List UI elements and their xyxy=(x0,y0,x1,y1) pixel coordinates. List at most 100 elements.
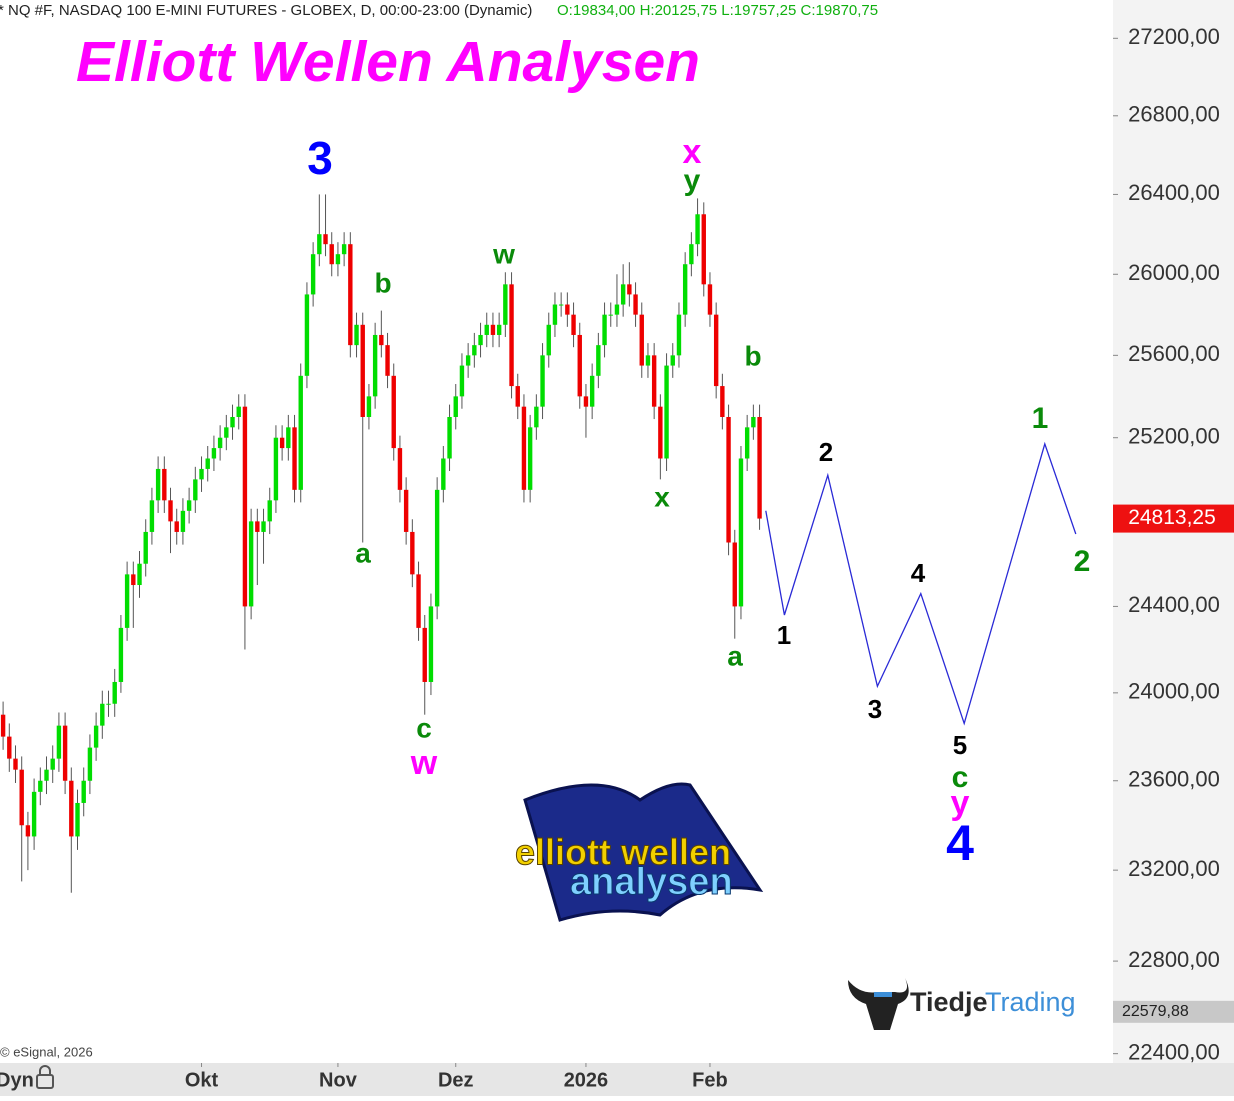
candle-body xyxy=(124,574,130,628)
time-axis xyxy=(0,1063,1234,1096)
candle-body xyxy=(162,468,167,501)
candle-body xyxy=(149,500,155,532)
elliott-logo: elliott wellen analysen xyxy=(515,782,764,922)
candle-body xyxy=(645,355,651,366)
y-tick-label: 24000,00 xyxy=(1128,679,1220,704)
candle-body xyxy=(571,314,576,335)
candle-body xyxy=(391,375,396,449)
brand-name-1: Tiedje xyxy=(910,987,988,1017)
wave-label: a xyxy=(355,537,371,568)
candle-body xyxy=(614,304,620,315)
wave-label: w xyxy=(492,238,515,269)
last-price-box xyxy=(1113,504,1234,533)
candle-body xyxy=(695,214,700,245)
candle-body xyxy=(627,284,632,295)
candle-body xyxy=(56,725,62,759)
y-tick-label: 26400,00 xyxy=(1128,180,1220,205)
candle-body xyxy=(13,758,18,770)
x-tick-label: Feb xyxy=(692,1069,728,1091)
candle-body xyxy=(441,458,446,490)
candle-body xyxy=(589,375,595,407)
candle-body xyxy=(211,448,217,459)
candle-body xyxy=(298,375,303,490)
candle-body xyxy=(565,304,570,315)
candle-body xyxy=(738,458,744,607)
candle-body xyxy=(596,345,601,376)
candle-body xyxy=(168,500,173,522)
candle-body xyxy=(261,521,266,532)
y-tick-label: 23200,00 xyxy=(1128,856,1220,881)
candle-body xyxy=(69,780,74,837)
candle-body xyxy=(44,769,49,781)
candle-body xyxy=(620,284,626,305)
candle-body xyxy=(720,386,725,417)
y-tick-label: 25600,00 xyxy=(1128,341,1220,366)
candle-body xyxy=(527,427,533,490)
candle-body xyxy=(633,294,638,315)
candle-body xyxy=(682,264,688,315)
candle-body xyxy=(403,489,409,532)
candle-body xyxy=(7,736,12,759)
candle-body xyxy=(19,769,24,826)
candle-body xyxy=(583,396,589,407)
candle-body xyxy=(459,365,465,397)
candle-body xyxy=(707,284,713,315)
wave-label: 2 xyxy=(1074,545,1091,578)
candle-body xyxy=(639,314,644,366)
candle-body xyxy=(676,314,682,356)
candle-body xyxy=(193,479,198,501)
candle-body xyxy=(81,780,86,803)
candle-body xyxy=(118,627,124,682)
candle-body xyxy=(180,510,186,532)
wave-label: 4 xyxy=(946,815,974,871)
x-tick-label: 2026 xyxy=(564,1069,609,1091)
wave-label: 1 xyxy=(1032,402,1049,435)
candle-body xyxy=(447,416,452,459)
candle-body xyxy=(360,324,365,417)
candle-body xyxy=(540,355,545,407)
candle-body xyxy=(577,334,582,397)
y-tick-label: 22800,00 xyxy=(1128,947,1220,972)
candle-body xyxy=(155,468,161,501)
candle-body xyxy=(50,758,55,770)
candle-body xyxy=(310,254,316,295)
copyright: © eSignal, 2026 xyxy=(0,1044,93,1059)
wave-label: y xyxy=(684,164,701,197)
candle-body xyxy=(664,365,669,459)
candle-body xyxy=(397,448,403,490)
candle-body xyxy=(230,416,235,428)
wave-label: 4 xyxy=(911,558,926,588)
candle-body xyxy=(354,324,359,346)
tiedje-logo: Tiedje Trading xyxy=(848,978,1076,1030)
candles xyxy=(0,194,762,893)
candle-body xyxy=(434,489,440,607)
candle-body xyxy=(379,334,384,346)
wave-label: b xyxy=(744,340,761,371)
candle-body xyxy=(552,304,558,325)
candle-body xyxy=(25,825,31,837)
y-tick-label: 23600,00 xyxy=(1128,767,1220,792)
wave-label: y xyxy=(951,784,970,822)
marker-price-label: 22579,88 xyxy=(1122,1003,1189,1020)
candle-body xyxy=(546,324,551,356)
candle-body xyxy=(372,334,378,397)
candle-body xyxy=(248,521,254,607)
candle-body xyxy=(757,416,762,519)
lock-icon[interactable] xyxy=(36,1065,54,1089)
candle-body xyxy=(602,314,607,346)
candle-body xyxy=(348,244,353,346)
candle-body xyxy=(93,725,99,748)
wave-label: c xyxy=(952,761,969,794)
candle-body xyxy=(242,406,248,607)
candle-body xyxy=(137,563,142,586)
candle-body xyxy=(670,355,675,366)
x-tick-label: Dez xyxy=(438,1069,474,1091)
candle-body xyxy=(174,521,179,532)
candle-body xyxy=(186,500,192,511)
candle-body xyxy=(410,531,415,575)
candle-body xyxy=(87,747,93,781)
candle-body xyxy=(732,542,737,607)
candle-body xyxy=(224,427,229,438)
y-tick-label: 27200,00 xyxy=(1128,24,1220,49)
